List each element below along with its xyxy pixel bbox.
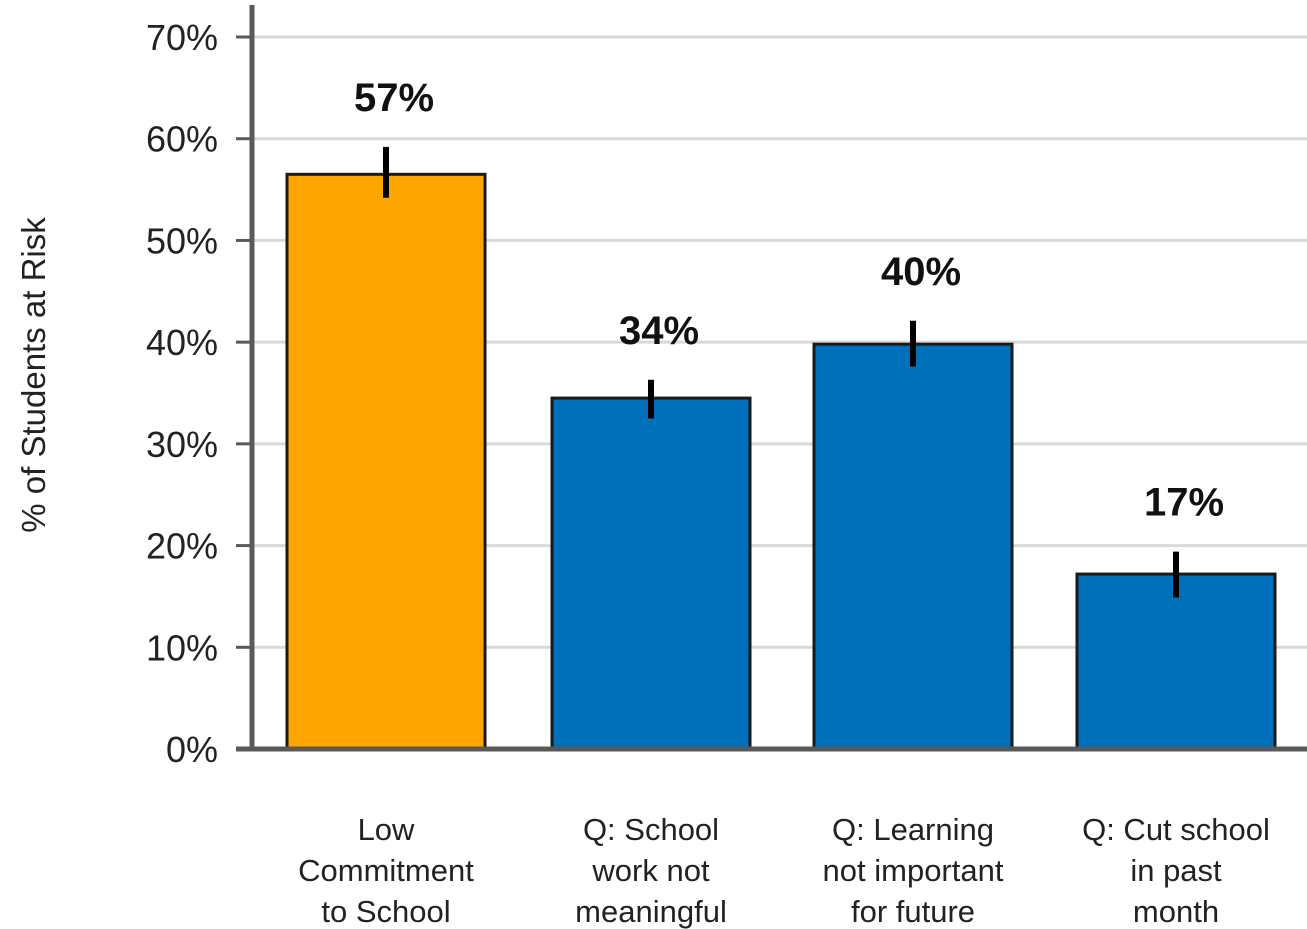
data-label-4: 17% (1144, 481, 1224, 525)
data-label-3: 40% (881, 250, 961, 294)
data-label-1: 57% (354, 76, 434, 120)
x-category-label-line: to School (321, 894, 450, 929)
bar-2 (550, 396, 752, 751)
y-tick-label-60: 60% (146, 119, 218, 160)
x-category-label-line: Commitment (298, 853, 474, 888)
y-tick-label-0: 0% (166, 729, 218, 770)
x-category-label-line: month (1133, 894, 1219, 929)
x-category-labels: Low Commitment to School Q: School work not m… (298, 812, 1270, 929)
bar-1 (285, 172, 487, 751)
y-tick-label-20: 20% (146, 526, 218, 567)
y-tick-label-40: 40% (146, 322, 218, 363)
y-axis-title: % of Students at Risk (15, 217, 52, 533)
x-category-label-line: not important (823, 853, 1004, 888)
x-category-label-line: Q: School (583, 812, 719, 847)
x-category-label-1: Low Commitment to School (298, 812, 474, 929)
x-category-label-4: Q: Cut school in past month (1082, 812, 1270, 929)
bar-3 (812, 342, 1014, 751)
y-tick-label-10: 10% (146, 627, 218, 668)
x-category-label-line: meaningful (575, 894, 727, 929)
x-category-label-line: work not (591, 853, 710, 888)
y-tick-label-70: 70% (146, 17, 218, 58)
bars (285, 172, 1277, 751)
bar-4 (1075, 572, 1277, 751)
axes (236, 5, 1307, 752)
y-tick-label-30: 30% (146, 424, 218, 465)
x-category-label-line: in past (1130, 853, 1222, 888)
error-bars (383, 146, 1179, 598)
data-label-2: 34% (619, 309, 699, 353)
x-category-label-2: Q: School work not meaningful (575, 812, 727, 929)
x-category-label-3: Q: Learning not important for future (823, 812, 1004, 929)
y-ticks: 0% 10% 20% 30% 40% 50% 60% 70% (146, 17, 252, 770)
x-category-label-line: Q: Learning (832, 812, 994, 847)
y-tick-label-50: 50% (146, 220, 218, 261)
x-category-label-line: Q: Cut school (1082, 812, 1270, 847)
x-category-label-line: Low (358, 812, 415, 847)
data-labels: 57% 34% 40% 17% (354, 76, 1224, 525)
x-category-label-line: for future (851, 894, 975, 929)
